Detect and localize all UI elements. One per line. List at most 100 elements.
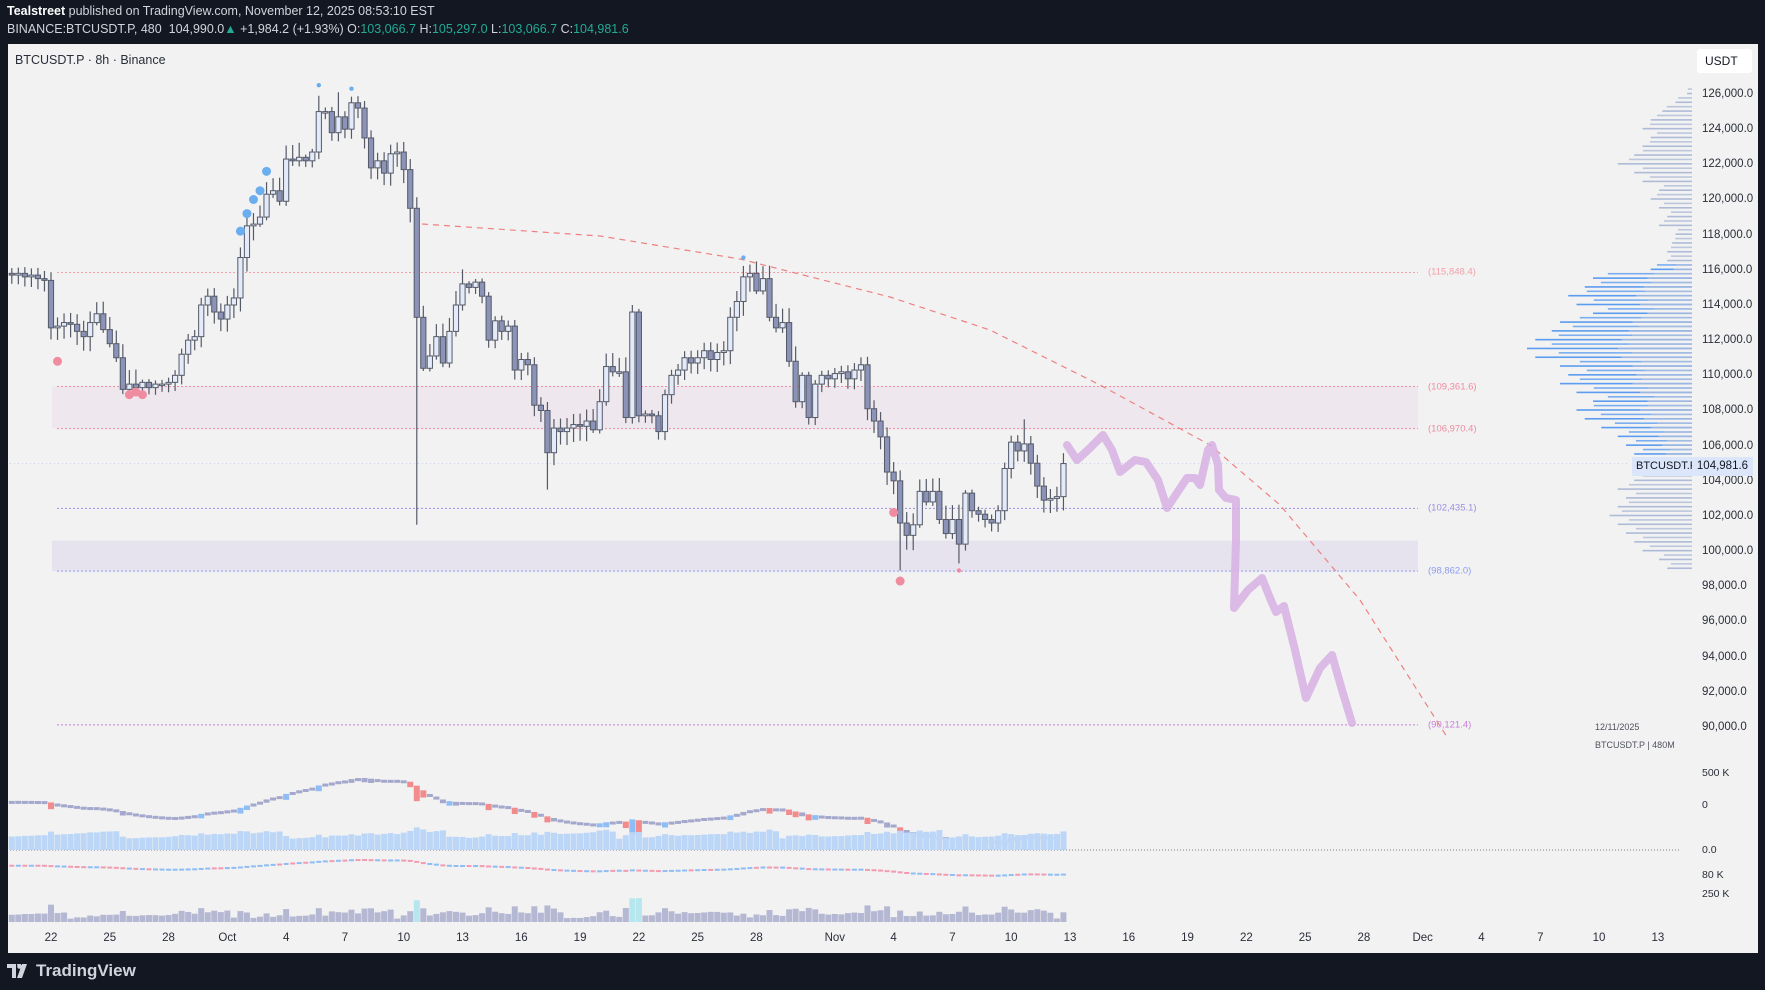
candle	[955, 519, 963, 545]
candle	[394, 151, 401, 155]
price-axis-label: 110,000.0	[1702, 369, 1753, 382]
delta-candle	[878, 869, 884, 872]
oscillator-bar	[466, 802, 473, 806]
volume-bar	[296, 838, 303, 850]
oscillator-bar	[165, 816, 172, 820]
delta-candle	[845, 868, 851, 871]
time-axis-label: 4	[282, 932, 290, 944]
oscillator-bar	[34, 800, 41, 804]
candle	[981, 513, 989, 521]
histogram-bar	[662, 908, 668, 922]
candle	[211, 295, 218, 313]
volume-bar	[1008, 834, 1015, 850]
delta-candle	[9, 864, 15, 867]
volume-bar	[792, 835, 799, 850]
candle	[185, 339, 192, 355]
oscillator-bar	[80, 806, 87, 810]
volume-profile-bar	[1621, 510, 1692, 512]
oscillator-bar	[361, 778, 368, 783]
oscillator-bar	[387, 779, 394, 783]
volume-bar	[838, 836, 845, 850]
volume-bar	[400, 832, 407, 850]
pivot-high-marker	[262, 166, 272, 176]
oscillator-bar	[335, 781, 342, 785]
volume-bar	[420, 829, 427, 850]
volume-profile-bar-sell	[1643, 417, 1692, 420]
price-axis-label: 96,000.0	[1702, 615, 1747, 628]
delta-candle	[342, 859, 348, 862]
volume-bar	[387, 833, 394, 850]
volume-bar	[472, 837, 479, 850]
oscillator-bar	[871, 818, 878, 822]
delta-candle	[688, 869, 694, 872]
delta-candle	[41, 864, 47, 867]
delta-candle	[433, 863, 439, 866]
histogram-bar	[34, 913, 41, 922]
delta-candle	[767, 866, 773, 869]
oscillator-bar	[733, 813, 740, 817]
candle	[616, 371, 623, 374]
volume-profile-bar	[1659, 189, 1692, 192]
volume-profile-bar	[1558, 334, 1692, 337]
currency-button[interactable]: USDT	[1697, 49, 1752, 73]
volume-profile-bar	[1560, 365, 1692, 367]
publish-text: published on TradingView.com, November 1…	[68, 4, 435, 18]
delta-candle	[610, 869, 616, 872]
volume-profile-bar-sell	[1654, 272, 1692, 275]
histogram-bar	[420, 908, 427, 922]
candle	[1008, 441, 1015, 470]
volume-bar	[818, 836, 825, 850]
time-axis-label: 4	[1478, 932, 1485, 944]
volume-bar	[61, 834, 68, 850]
price-axis-label: 94,000.0	[1702, 650, 1747, 663]
chart-panel[interactable]	[8, 44, 1758, 953]
tradingview-logo[interactable]: TradingView	[7, 961, 136, 981]
candle	[818, 374, 825, 385]
oscillator-bar	[67, 805, 74, 809]
histogram-bar	[119, 911, 126, 922]
volume-bar	[877, 833, 884, 850]
histogram-bar	[341, 912, 348, 922]
delta-candle	[172, 868, 178, 871]
histogram-bar	[243, 912, 250, 922]
candle	[524, 359, 531, 366]
oscillator-bar	[884, 822, 891, 828]
volume-bar	[381, 833, 388, 850]
histogram-bar	[831, 913, 838, 922]
volume-profile-bar	[1642, 149, 1692, 152]
candle	[629, 311, 636, 419]
delta-candle	[603, 870, 609, 873]
close-value: 104,981.6	[573, 22, 629, 36]
histogram-bar	[439, 912, 446, 922]
volume-bar	[531, 832, 538, 850]
volume-bar	[923, 831, 930, 850]
volume-profile-bar	[1672, 242, 1692, 244]
histogram-bar	[1040, 910, 1047, 922]
histogram-bar	[995, 912, 1002, 922]
oscillator-bar	[204, 812, 211, 816]
price-axis-label: 108,000.0	[1702, 404, 1754, 417]
histogram-bar	[217, 912, 224, 922]
volume-bar	[8, 836, 15, 850]
candle	[152, 383, 159, 389]
histogram-bar	[198, 908, 205, 922]
oscillator-bar	[394, 779, 401, 783]
time-axis-label: 28	[750, 932, 763, 944]
author: Tealstreet	[7, 4, 66, 18]
oscillator-bar	[727, 815, 734, 821]
volume-bar	[439, 830, 446, 850]
pivot-low-marker	[137, 390, 147, 400]
volume-profile-bar	[1576, 391, 1692, 394]
histogram-bar	[596, 912, 603, 922]
oscillator-bar	[857, 816, 864, 820]
oscillator-bar	[270, 797, 277, 801]
volume-profile-bar	[1634, 171, 1692, 174]
histogram-bar	[746, 917, 753, 922]
volume-profile-bar	[1626, 444, 1692, 446]
delta-candle	[322, 860, 328, 863]
delta-candle	[139, 868, 145, 871]
histogram-bar	[949, 913, 956, 922]
volume-bar	[1040, 833, 1047, 850]
histogram-bar	[544, 905, 551, 922]
